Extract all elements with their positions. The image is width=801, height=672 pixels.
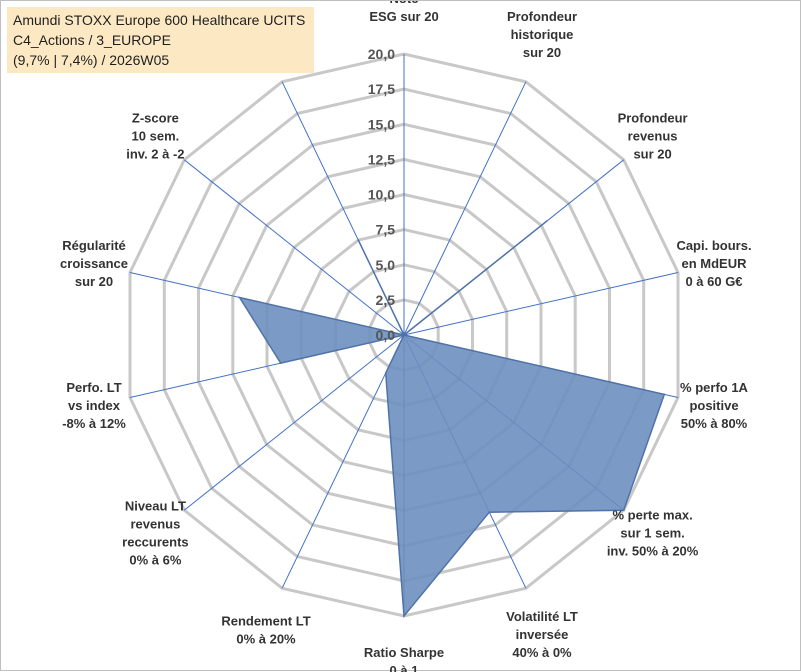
axis-label-6: Volatilité LT inversée 40% à 0% — [506, 609, 578, 660]
data-point-8 — [384, 372, 387, 374]
axis-label-9: Niveau LT revenus reccurents 0% à 6% — [122, 498, 188, 567]
data-point-4 — [663, 393, 666, 396]
axis-label-8-line-0: Rendement LT — [221, 614, 310, 629]
axis-label-2-line-0: Profondeur — [618, 111, 688, 126]
axis-label-4-line-2: 50% à 80% — [681, 416, 748, 431]
tick-label-5: 12,5 — [368, 151, 395, 167]
radar-series — [238, 220, 666, 618]
axis-label-11-line-2: sur 20 — [75, 274, 113, 289]
axis-label-10-line-2: -8% à 12% — [62, 416, 126, 431]
axis-label-0: Note ESG sur 20 — [369, 1, 438, 24]
tick-label-2: 5,0 — [376, 257, 396, 273]
axis-label-5-line-0: % perte max. — [612, 507, 692, 522]
axis-label-10-line-1: vs index — [68, 398, 121, 413]
axis-label-1: Profondeur historique sur 20 — [507, 9, 577, 60]
axis-label-12: Z-score 10 sem. inv. 2 à -2 — [126, 111, 184, 162]
tick-label-3: 7,5 — [376, 222, 396, 238]
axis-label-5-line-2: inv. 50% à 20% — [607, 543, 699, 558]
axis-label-10: Perfo. LT vs index -8% à 12% — [62, 380, 126, 431]
axis-label-7-line-0: Ratio Sharpe — [364, 645, 444, 660]
axis-label-9-line-1: revenus — [130, 516, 180, 531]
chart-title-box: Amundi STOXX Europe 600 Healthcare UCITS… — [7, 7, 314, 73]
spoke-9 — [183, 334, 405, 511]
tick-label-0: 0,0 — [376, 327, 396, 343]
data-point-2 — [546, 220, 548, 222]
spoke-12 — [183, 159, 405, 336]
axis-label-0-line-0: Note — [390, 1, 419, 6]
axis-label-6-line-2: 40% à 0% — [512, 645, 572, 660]
data-point-5 — [622, 509, 625, 512]
tick-label-4: 10,0 — [368, 187, 395, 203]
data-point-6 — [488, 511, 491, 513]
axis-label-3: Capi. bours. en MdEUR 0 à 60 G€ — [676, 238, 751, 289]
tick-label-7: 17,5 — [368, 81, 395, 97]
axis-label-3-line-0: Capi. bours. — [676, 238, 751, 253]
data-point-10 — [279, 362, 282, 364]
axis-label-4-line-1: positive — [689, 398, 738, 413]
data-point-12 — [403, 334, 405, 336]
axis-label-7-line-1: 0 à 1 — [390, 663, 419, 672]
axis-label-2-line-1: revenus — [628, 129, 678, 144]
axis-label-4-line-0: % perfo 1A — [680, 380, 749, 395]
axis-label-10-line-0: Perfo. LT — [66, 380, 121, 395]
axis-label-4: % perfo 1A positive 50% à 80% — [680, 380, 749, 431]
data-point-11 — [238, 296, 241, 299]
axis-label-1-line-1: historique — [511, 27, 574, 42]
series-area-0 — [238, 220, 666, 618]
radar-tick-labels: 0,0 2,5 5,0 7,5 10,0 12,5 15,0 17,5 20,0 — [368, 46, 395, 343]
chart-title-line-2: C4_Actions / 3_EUROPE — [13, 32, 171, 48]
axis-label-6-line-0: Volatilité LT — [506, 609, 578, 624]
spoke-3 — [403, 272, 679, 336]
data-point-13 — [357, 239, 360, 241]
axis-label-9-line-2: reccurents — [122, 534, 188, 549]
axis-label-12-line-1: 10 sem. — [132, 129, 180, 144]
axis-label-2-line-2: sur 20 — [633, 147, 671, 162]
axis-label-1-line-2: sur 20 — [523, 45, 561, 60]
axis-label-3-line-1: en MdEUR — [682, 256, 748, 271]
chart-title-line-3: (9,7% | 7,4%) / 2026W05 — [13, 52, 170, 68]
axis-label-11-line-0: Régularité — [62, 238, 126, 253]
axis-label-1-line-0: Profondeur — [507, 9, 577, 24]
axis-label-11: Régularité croissance sur 20 — [60, 238, 128, 289]
axis-label-8: Rendement LT 0% à 20% — [221, 614, 310, 647]
chart-title-line-1: Amundi STOXX Europe 600 Healthcare UCITS — [13, 12, 306, 28]
axis-label-3-line-2: 0 à 60 G€ — [685, 274, 742, 289]
axis-label-7: Ratio Sharpe 0 à 1 — [364, 645, 444, 672]
axis-label-5-line-1: sur 1 sem. — [620, 525, 684, 540]
axis-label-9-line-0: Niveau LT — [125, 498, 186, 513]
axis-label-5: % perte max. sur 1 sem. inv. 50% à 20% — [607, 507, 699, 558]
data-point-7 — [403, 615, 405, 617]
axis-label-11-line-1: croissance — [60, 256, 128, 271]
axis-label-9-line-3: 0% à 6% — [129, 552, 181, 567]
axis-label-2: Profondeur revenus sur 20 — [618, 111, 688, 162]
axis-label-0-line-1: ESG sur 20 — [369, 9, 438, 24]
axis-label-6-line-1: inversée — [516, 627, 569, 642]
tick-label-8: 20,0 — [368, 46, 395, 62]
tick-label-6: 15,0 — [368, 116, 395, 132]
radar-axis-labels: Note ESG sur 20 Profondeur historique sur 20… — [60, 1, 752, 672]
spoke-1 — [403, 81, 527, 336]
axis-label-12-line-2: inv. 2 à -2 — [126, 147, 184, 162]
tick-label-1: 2,5 — [376, 292, 396, 308]
axis-label-12-line-0: Z-score — [132, 111, 179, 126]
spoke-8 — [281, 334, 405, 589]
axis-label-8-line-1: 0% à 20% — [236, 632, 296, 647]
